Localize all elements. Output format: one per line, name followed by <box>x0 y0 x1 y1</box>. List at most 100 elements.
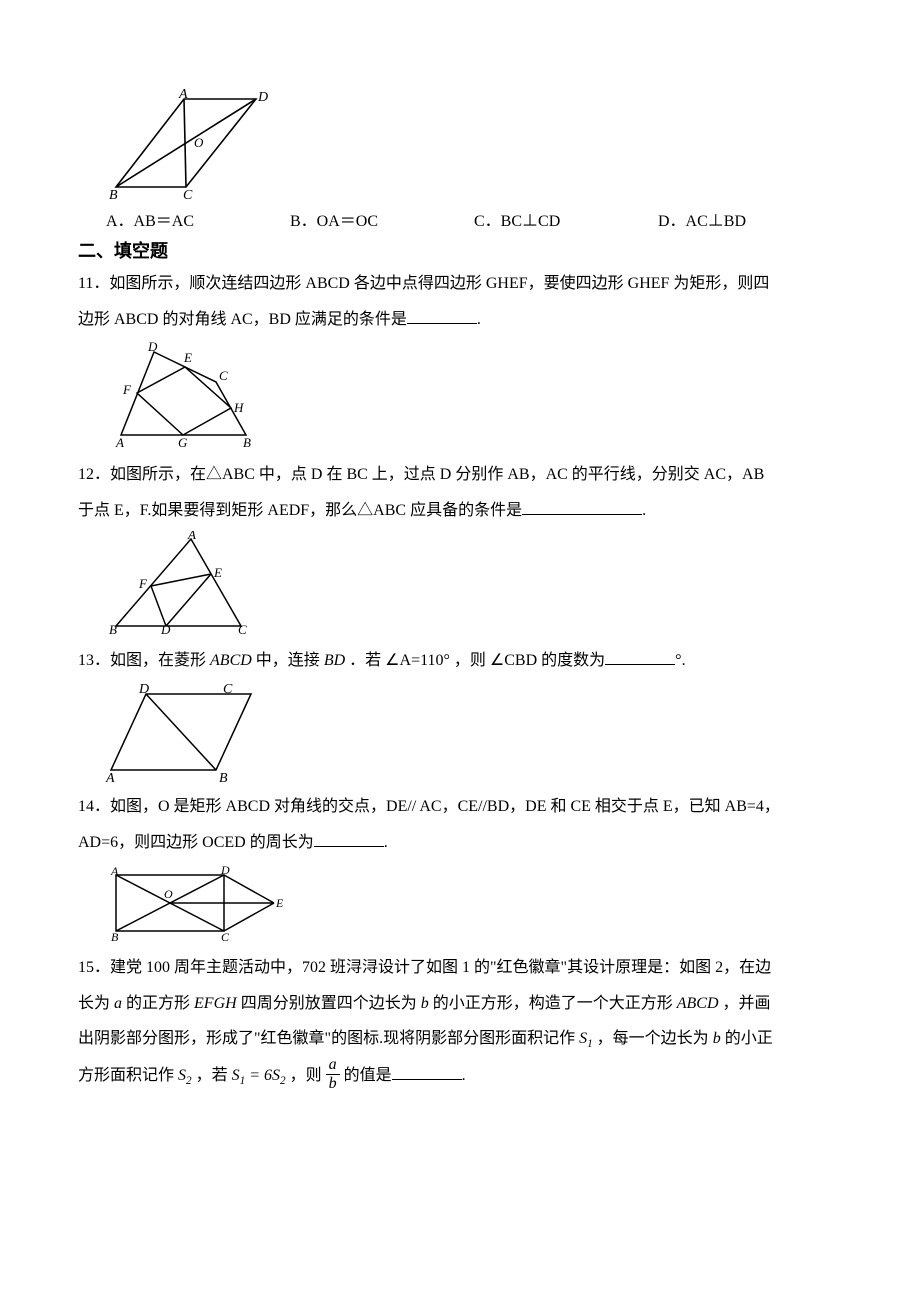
q15-l4a: 方形面积记作 <box>78 1067 178 1084</box>
svg-text:O: O <box>194 135 204 150</box>
q15-blank <box>392 1063 462 1080</box>
q11-tail: . <box>477 311 481 328</box>
svg-text:F: F <box>138 576 148 591</box>
q15-eq6: = 6 <box>249 1067 272 1084</box>
svg-text:E: E <box>275 896 284 910</box>
svg-text:A: A <box>178 89 188 102</box>
svg-text:C: C <box>238 622 247 636</box>
q15-l3c: 的小正 <box>721 1030 773 1047</box>
q12-line2: 于点 E，F.如果要得到矩形 AEDF，那么△ABC 应具备的条件是. <box>78 494 842 528</box>
q13-mid4: 的度数为 <box>537 652 605 669</box>
svg-text:A: A <box>187 531 196 542</box>
q15-l2d: 的小正方形，构造了一个大正方形 <box>429 995 677 1012</box>
q11-line2: 边形 ABCD 的对角线 AC，BD 应满足的条件是. <box>78 303 842 337</box>
q15-l2b: 的正方形 <box>122 995 194 1012</box>
svg-text:O: O <box>164 887 173 901</box>
svg-text:E: E <box>183 350 192 365</box>
svg-text:D: D <box>138 682 149 697</box>
q13-figure: A B C D <box>96 682 842 782</box>
q15-s1-sym: S <box>579 1030 587 1047</box>
svg-text:H: H <box>233 400 244 415</box>
svg-text:C: C <box>183 188 193 199</box>
q15-l3a: 出阴影部分图形，形成了"红色徽章"的图标.现将阴影部分图形面积记作 <box>78 1030 579 1047</box>
q14-line2-text: AD=6，则四边形 OCED 的周长为 <box>78 834 314 851</box>
q15-s2-sym: S <box>178 1067 186 1084</box>
svg-text:A: A <box>105 771 115 782</box>
svg-text:C: C <box>223 682 233 697</box>
svg-text:B: B <box>219 771 228 782</box>
svg-text:A: A <box>115 435 124 450</box>
q13-mid3: ，则 <box>450 652 490 669</box>
q15-l4b: ，若 <box>192 1067 232 1084</box>
svg-text:C: C <box>221 930 230 943</box>
svg-text:B: B <box>243 435 251 450</box>
q13-angleCBD: ∠CBD <box>490 652 537 669</box>
q15-l2e: ，并画 <box>719 995 771 1012</box>
q15-s2b-sym: S <box>272 1067 280 1084</box>
svg-text:F: F <box>122 382 132 397</box>
q15-b1: b <box>421 995 429 1012</box>
q15-tail: . <box>462 1067 466 1084</box>
svg-text:D: D <box>147 340 158 354</box>
q15-line4: 方形面积记作 S2 ，若 S1 = 6S2 ，则 ab 的值是. <box>78 1059 842 1094</box>
q12-tail: . <box>642 502 646 519</box>
svg-text:B: B <box>111 930 119 943</box>
q13-mid1: 中，连接 <box>252 652 324 669</box>
q15-a1: a <box>114 995 122 1012</box>
q11-figure: A B C D E F G H <box>106 340 842 450</box>
q15-abcd: ABCD <box>677 995 719 1012</box>
q15-l3b: ，每一个边长为 <box>593 1030 713 1047</box>
q13-bd: BD <box>324 652 345 669</box>
q15-line3: 出阴影部分图形，形成了"红色徽章"的图标.现将阴影部分图形面积记作 S1 ，每一… <box>78 1022 842 1057</box>
q10-option-a: A．AB＝AC <box>106 207 290 231</box>
q15-l4d: 的值是 <box>340 1067 392 1084</box>
svg-text:B: B <box>109 622 117 636</box>
svg-text:D: D <box>257 90 268 105</box>
svg-text:B: B <box>109 188 118 199</box>
svg-text:A: A <box>110 864 119 878</box>
svg-text:G: G <box>178 435 188 450</box>
q10-figure: A D B C O <box>106 89 842 199</box>
q15-line2: 长为 a 的正方形 EFGH 四周分别放置四个边长为 b 的小正方形，构造了一个… <box>78 987 842 1021</box>
q13-blank <box>605 648 675 665</box>
q15-eq: S1 = 6S2 <box>232 1067 286 1084</box>
q13-tail: °. <box>675 652 685 669</box>
q12-blank <box>522 498 642 515</box>
q10-options: A．AB＝AC B．OA＝OC C．BC⊥CD D．AC⊥BD <box>106 207 842 231</box>
q14-figure: A B C D O E <box>106 863 842 943</box>
q14-blank <box>314 830 384 847</box>
q13-eq: =110° <box>411 652 450 669</box>
q13-mid2: ．若 <box>345 652 385 669</box>
q15-b2: b <box>713 1030 721 1047</box>
q10-option-b: B．OA＝OC <box>290 207 474 231</box>
q14-line2: AD=6，则四边形 OCED 的周长为. <box>78 826 842 860</box>
q15-l2c: 四周分别放置四个边长为 <box>237 995 421 1012</box>
q13-abcd: ABCD <box>210 652 252 669</box>
section-2-header: 二、填空题 <box>78 237 842 263</box>
svg-text:D: D <box>160 622 171 636</box>
q15-s1a: S1 <box>579 1030 593 1047</box>
q15-s2a: S2 <box>178 1067 192 1084</box>
svg-text:E: E <box>213 565 222 580</box>
svg-text:C: C <box>219 368 228 383</box>
q11-line1: 11．如图所示，顺次连结四边形 ABCD 各边中点得四边形 GHEF，要使四边形… <box>78 267 842 301</box>
q10-option-d: D．AC⊥BD <box>658 207 842 231</box>
q15-l4c: ，则 <box>286 1067 326 1084</box>
q15-frac-num: a <box>326 1057 340 1074</box>
q10-option-c: C．BC⊥CD <box>474 207 658 231</box>
q13-line: ▫ 13．如图，在菱形 ABCD 中，连接 BD ．若 ∠A=110° ，则 ∠… <box>78 644 842 678</box>
q11-blank <box>407 307 477 324</box>
q15-s1b-sym: S <box>232 1067 240 1084</box>
q15-l2a: 长为 <box>78 995 114 1012</box>
q14-tail: . <box>384 834 388 851</box>
q12-line1: 12．如图所示，在△ABC 中，点 D 在 BC 上，过点 D 分别作 AB，A… <box>78 458 842 492</box>
q15-line1: 15．建党 100 周年主题活动中，702 班浔浔设计了如图 1 的"红色徽章"… <box>78 951 842 985</box>
q13-pre: 13．如图，在菱形 <box>78 652 210 669</box>
q12-line2-text: 于点 E，F.如果要得到矩形 AEDF，那么△ABC 应具备的条件是 <box>78 502 522 519</box>
q14-line1: 14．如图，O 是矩形 ABCD 对角线的交点，DE// AC，CE//BD，D… <box>78 790 842 824</box>
q15-frac: ab <box>326 1057 340 1092</box>
q11-line2-text: 边形 ABCD 的对角线 AC，BD 应满足的条件是 <box>78 311 407 328</box>
q15-frac-den: b <box>326 1074 340 1092</box>
q13-angleA: ∠A <box>385 652 411 669</box>
q15-efgh: EFGH <box>194 995 237 1012</box>
